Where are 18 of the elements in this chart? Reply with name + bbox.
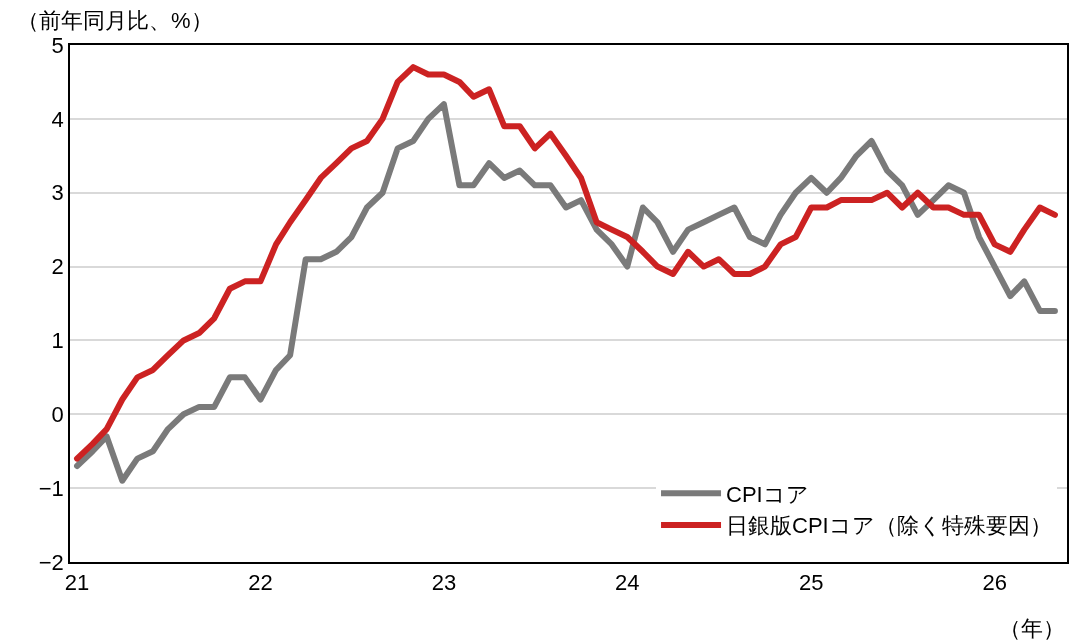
legend-label: CPIコア [726,481,809,507]
y-tick-label: 5 [51,32,64,58]
y-tick-label: 1 [51,328,64,354]
x-tick-label: 26 [982,570,1007,596]
legend-label: 日銀版CPIコア（除く特殊要因） [726,513,1052,539]
y-tick-label: −2 [38,549,64,575]
x-tick-label: 25 [798,570,824,596]
y-axis-title: （前年同月比、%） [17,8,213,33]
x-axis-title: （年） [999,616,1065,641]
x-tick-label: 21 [64,570,90,596]
y-tick-label: 4 [51,106,64,132]
y-tick-label: 2 [51,254,64,280]
y-tick-label: −1 [38,475,64,501]
x-tick-label: 24 [615,570,640,596]
y-tick-label: 3 [51,180,64,206]
y-tick-label: 0 [51,401,64,427]
x-tick-label: 23 [431,570,457,596]
x-tick-label: 22 [248,570,273,596]
